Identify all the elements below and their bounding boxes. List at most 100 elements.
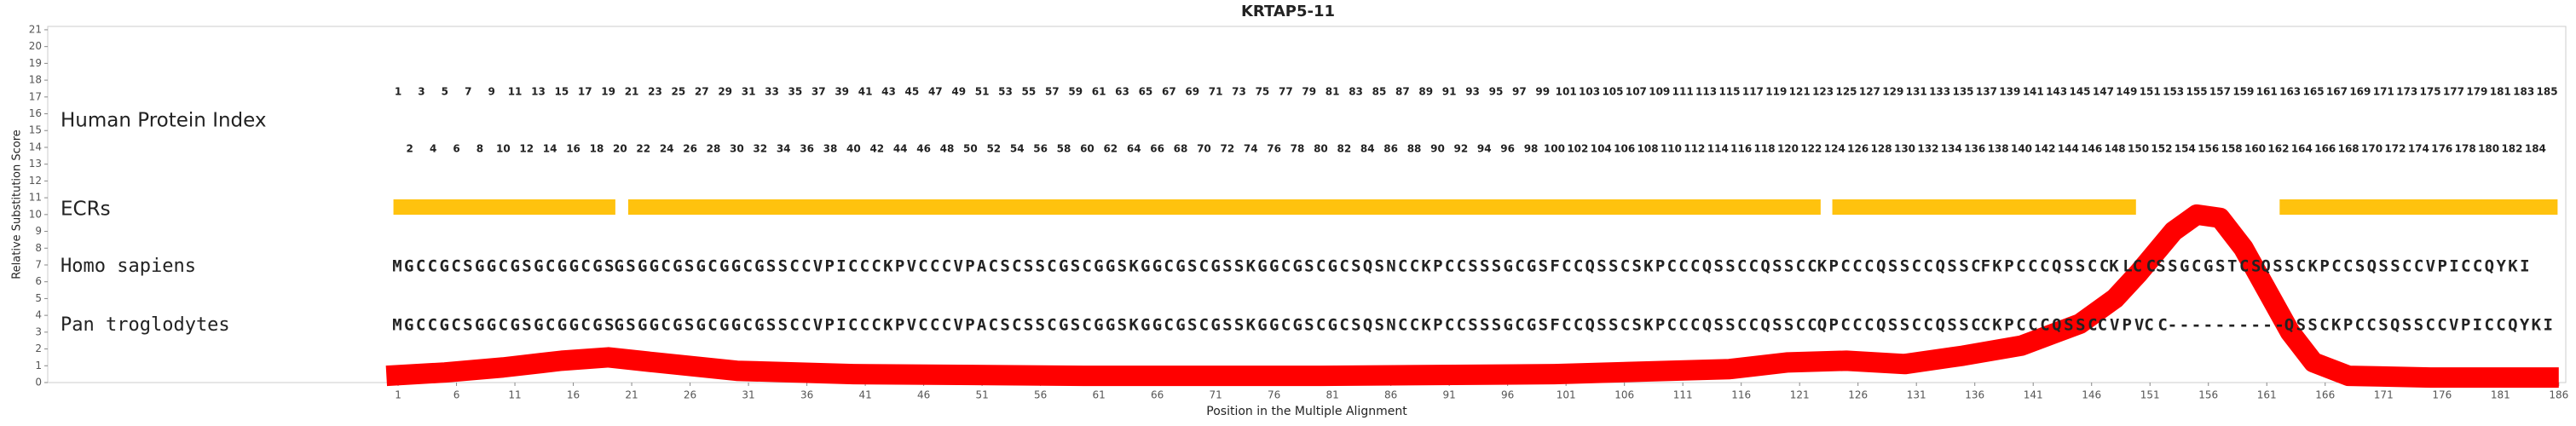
index-number: 8 xyxy=(477,143,483,155)
x-tick-label: 91 xyxy=(1443,389,1456,401)
y-tick-label: 21 xyxy=(29,23,42,35)
index-number: 94 xyxy=(1477,143,1492,155)
y-tick-label: 10 xyxy=(29,208,42,220)
x-tick-label: 106 xyxy=(1614,389,1634,401)
index-number: 88 xyxy=(1407,143,1422,155)
x-tick-label: 151 xyxy=(2140,389,2160,401)
index-number: 101 xyxy=(1556,86,1577,98)
index-number: 13 xyxy=(531,86,546,98)
ecr-bar xyxy=(2279,199,2558,215)
index-number: 85 xyxy=(1372,86,1387,98)
index-number: 115 xyxy=(1718,86,1740,98)
sequence-segment: SSGCGSTCS xyxy=(2156,257,2261,276)
y-tick-label: 1 xyxy=(35,360,42,371)
index-number: 110 xyxy=(1661,143,1682,155)
sequence-segment: ---------- xyxy=(2168,316,2284,335)
index-number: 4 xyxy=(430,143,436,155)
x-tick-label: 136 xyxy=(1965,389,1984,401)
y-tick-label: 19 xyxy=(29,57,42,69)
chart-title: KRTAP5-11 xyxy=(1241,3,1335,20)
species-label: Pan troglodytes xyxy=(61,314,230,336)
index-number: 145 xyxy=(2069,86,2090,98)
index-number: 38 xyxy=(823,143,838,155)
x-tick-label: 111 xyxy=(1673,389,1693,401)
index-number: 69 xyxy=(1185,86,1199,98)
index-number: 162 xyxy=(2267,143,2289,155)
x-tick-label: 1 xyxy=(395,389,401,401)
sequence-segment: C xyxy=(1981,316,1990,335)
index-number: 42 xyxy=(869,143,884,155)
index-number: 173 xyxy=(2396,86,2417,98)
y-tick-label: 7 xyxy=(35,258,42,270)
index-number: 168 xyxy=(2338,143,2359,155)
index-number: 134 xyxy=(1941,143,1962,155)
index-number: 137 xyxy=(1976,86,1997,98)
y-tick-label: 0 xyxy=(35,377,42,389)
x-tick-label: 71 xyxy=(1209,389,1222,401)
index-number: 78 xyxy=(1291,143,1305,155)
index-number: 159 xyxy=(2232,86,2254,98)
sequence-segment: K xyxy=(1817,257,1828,276)
x-tick-label: 131 xyxy=(1907,389,1926,401)
index-number: 175 xyxy=(2420,86,2441,98)
index-number: 184 xyxy=(2525,143,2546,155)
index-number: 125 xyxy=(1835,86,1857,98)
index-number: 86 xyxy=(1383,143,1398,155)
x-tick-label: 16 xyxy=(567,389,580,401)
index-number: 170 xyxy=(2361,143,2383,155)
index-number: 27 xyxy=(695,86,709,98)
index-number: 66 xyxy=(1150,143,1164,155)
index-number: 140 xyxy=(2011,143,2032,155)
index-number: 136 xyxy=(1964,143,1985,155)
index-number: 40 xyxy=(846,143,861,155)
x-tick-label: 171 xyxy=(2374,389,2394,401)
index-number: 116 xyxy=(1730,143,1752,155)
index-number: 128 xyxy=(1871,143,1892,155)
index-number: 30 xyxy=(730,143,744,155)
index-number: 109 xyxy=(1649,86,1670,98)
index-number: 185 xyxy=(2537,86,2558,98)
index-number: 1 xyxy=(395,86,401,98)
y-tick-label: 16 xyxy=(29,107,42,119)
index-number: 82 xyxy=(1337,143,1351,155)
index-number: 62 xyxy=(1103,143,1118,155)
index-number: 48 xyxy=(940,143,955,155)
y-axis-label: Relative Substitution Score xyxy=(11,130,24,279)
index-number: 111 xyxy=(1672,86,1694,98)
index-number: 166 xyxy=(2314,143,2336,155)
y-tick-label: 18 xyxy=(29,74,42,86)
index-number: 114 xyxy=(1707,143,1729,155)
index-number: 36 xyxy=(800,143,814,155)
index-number: 104 xyxy=(1591,143,1612,155)
index-number: 52 xyxy=(986,143,1001,155)
x-tick-label: 36 xyxy=(800,389,813,401)
x-tick-label: 126 xyxy=(1848,389,1868,401)
index-number: 50 xyxy=(963,143,978,155)
y-tick-label: 2 xyxy=(35,343,42,354)
index-number: 182 xyxy=(2501,143,2522,155)
index-number: 100 xyxy=(1544,143,1565,155)
index-number: 47 xyxy=(928,86,943,98)
index-number: 26 xyxy=(683,143,697,155)
y-tick-label: 15 xyxy=(29,124,42,136)
y-tick-label: 3 xyxy=(35,325,42,337)
index-number: 22 xyxy=(636,143,650,155)
index-number: 58 xyxy=(1057,143,1071,155)
index-number: 161 xyxy=(2256,86,2278,98)
x-tick-label: 156 xyxy=(2198,389,2218,401)
x-tick-label: 31 xyxy=(742,389,754,401)
species-label: Homo sapiens xyxy=(61,256,196,277)
index-number: 45 xyxy=(905,86,920,98)
index-number: 121 xyxy=(1789,86,1811,98)
index-number: 24 xyxy=(660,143,674,155)
y-tick-label: 9 xyxy=(35,225,42,237)
index-number: 29 xyxy=(718,86,732,98)
index-number: 144 xyxy=(2058,143,2079,155)
index-number: 65 xyxy=(1139,86,1153,98)
x-tick-label: 61 xyxy=(1092,389,1105,401)
index-number: 141 xyxy=(2023,86,2044,98)
index-number: 133 xyxy=(1929,86,1950,98)
sequence-segment: QSSCKPCCSQSSCCVPICCQYKI xyxy=(2284,316,2553,335)
sequence-segment: G xyxy=(615,316,624,335)
index-number: 23 xyxy=(648,86,662,98)
